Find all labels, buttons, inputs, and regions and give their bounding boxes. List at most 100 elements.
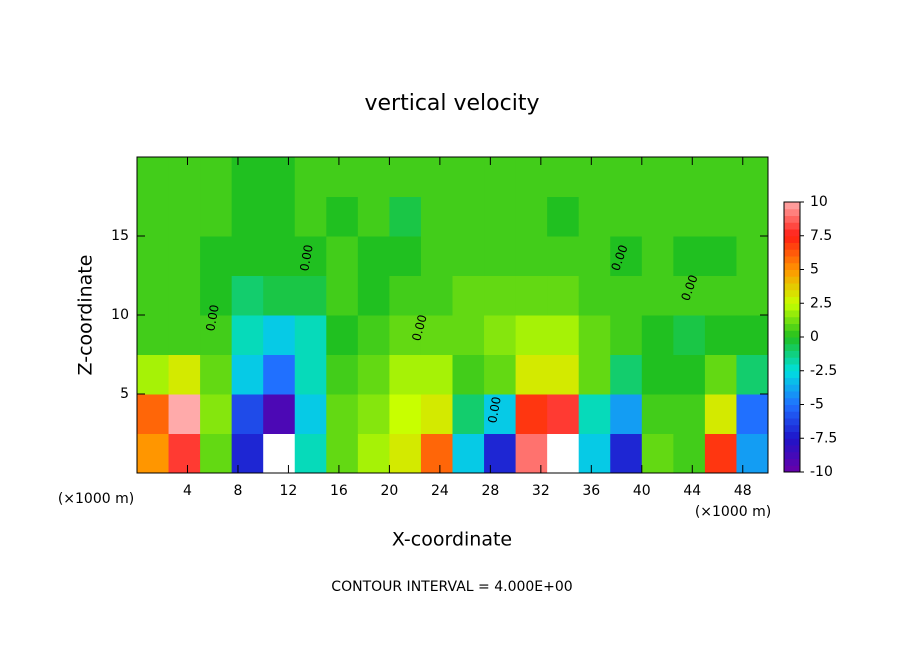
heat-cell: [484, 196, 517, 237]
colorbar-swatch: [784, 202, 800, 210]
heat-cell: [326, 433, 359, 474]
heat-cell: [326, 236, 359, 276]
colorbar-swatch: [784, 418, 800, 426]
colorbar-swatch: [784, 235, 800, 243]
x-tick-label: 20: [380, 483, 398, 499]
colorbar-swatch: [784, 330, 800, 338]
heat-cell: [641, 157, 674, 197]
heat-cell: [641, 275, 674, 316]
heat-cell: [389, 157, 422, 197]
heat-cell: [515, 236, 548, 276]
heat-cell: [484, 433, 517, 474]
colorbar-swatch: [784, 269, 800, 277]
colorbar-swatch: [784, 357, 800, 365]
heat-cell: [641, 354, 674, 395]
heat-cell: [231, 236, 264, 276]
heat-cell: [610, 433, 643, 474]
heat-cell: [420, 275, 453, 316]
heat-cell: [200, 157, 233, 197]
heat-cell: [263, 394, 296, 434]
heat-cell: [200, 394, 233, 434]
heat-cell: [578, 196, 611, 237]
heat-cell: [673, 394, 706, 434]
heat-cell: [389, 354, 422, 395]
heat-cell: [200, 275, 233, 316]
heat-cell: [137, 315, 170, 355]
heat-cell: [515, 196, 548, 237]
colorbar-swatch: [784, 465, 800, 473]
heat-cell: [515, 275, 548, 316]
heat-cell: [578, 157, 611, 197]
contour-label: 0.00: [203, 304, 221, 333]
heat-cell: [357, 236, 390, 276]
heat-cell: [452, 196, 485, 237]
heat-cell: [547, 196, 580, 237]
heat-cell: [673, 315, 706, 355]
colorbar-tick-label: 7.5: [810, 228, 832, 244]
x-axis-label: X-coordinate: [392, 529, 512, 551]
heat-cell: [736, 394, 769, 434]
heat-cell: [704, 236, 737, 276]
colorbar-tick-label: -5: [810, 397, 824, 413]
colorbar-swatch: [784, 276, 800, 284]
heat-cell: [547, 275, 580, 316]
y-tick-label: 5: [120, 386, 129, 402]
heat-cell: [294, 354, 327, 395]
heat-cell: [452, 157, 485, 197]
heat-cell: [452, 433, 485, 474]
colorbar-tick-label: -7.5: [810, 430, 837, 446]
x-unit-label: (×1000 m): [695, 504, 771, 520]
colorbar-swatch: [784, 451, 800, 459]
heat-cell: [326, 196, 359, 237]
heat-cell: [610, 157, 643, 197]
heat-cell: [641, 433, 674, 474]
heat-cell: [137, 433, 170, 474]
colorbar-swatch: [784, 384, 800, 392]
colorbar-tick-label: 5: [810, 262, 819, 278]
heat-cell: [515, 315, 548, 355]
heat-cell: [578, 394, 611, 434]
heat-cell: [484, 236, 517, 276]
heat-cell: [200, 433, 233, 474]
heat-cell: [389, 275, 422, 316]
heat-cell: [326, 315, 359, 355]
heat-cell: [704, 275, 737, 316]
heat-cell: [420, 354, 453, 395]
colorbar-swatch: [784, 397, 800, 405]
colorbar-swatch: [784, 310, 800, 318]
colorbar-swatch: [784, 256, 800, 264]
heat-cell: [263, 315, 296, 355]
heat-cell: [420, 196, 453, 237]
colorbar-swatch: [784, 262, 800, 270]
heat-cell: [547, 236, 580, 276]
heat-cell: [547, 315, 580, 355]
heat-cell: [515, 354, 548, 395]
colorbar-swatch: [784, 303, 800, 311]
heat-cell: [263, 236, 296, 276]
heat-cell: [641, 315, 674, 355]
heat-cell: [357, 433, 390, 474]
x-tick-label: 28: [481, 483, 499, 499]
heat-cell: [673, 236, 706, 276]
colorbar-tick-label: 10: [810, 194, 828, 210]
x-tick-label: 40: [633, 483, 651, 499]
heat-cell: [610, 394, 643, 434]
heat-cell: [578, 354, 611, 395]
contour-label: 0.00: [485, 396, 503, 425]
heat-cell: [673, 433, 706, 474]
colorbar-swatch: [784, 445, 800, 453]
heat-cell: [200, 196, 233, 237]
heat-cell: [484, 354, 517, 395]
heat-cell: [357, 275, 390, 316]
heat-cell: [200, 315, 233, 355]
heat-cell: [704, 196, 737, 237]
colorbar-swatch: [784, 337, 800, 345]
heat-cell: [610, 236, 643, 276]
x-tick-label: 4: [183, 483, 192, 499]
colorbar-swatch: [784, 283, 800, 291]
heat-cell: [294, 394, 327, 434]
x-tick-label: 32: [532, 483, 550, 499]
heat-cell: [231, 275, 264, 316]
heat-cell: [294, 196, 327, 237]
